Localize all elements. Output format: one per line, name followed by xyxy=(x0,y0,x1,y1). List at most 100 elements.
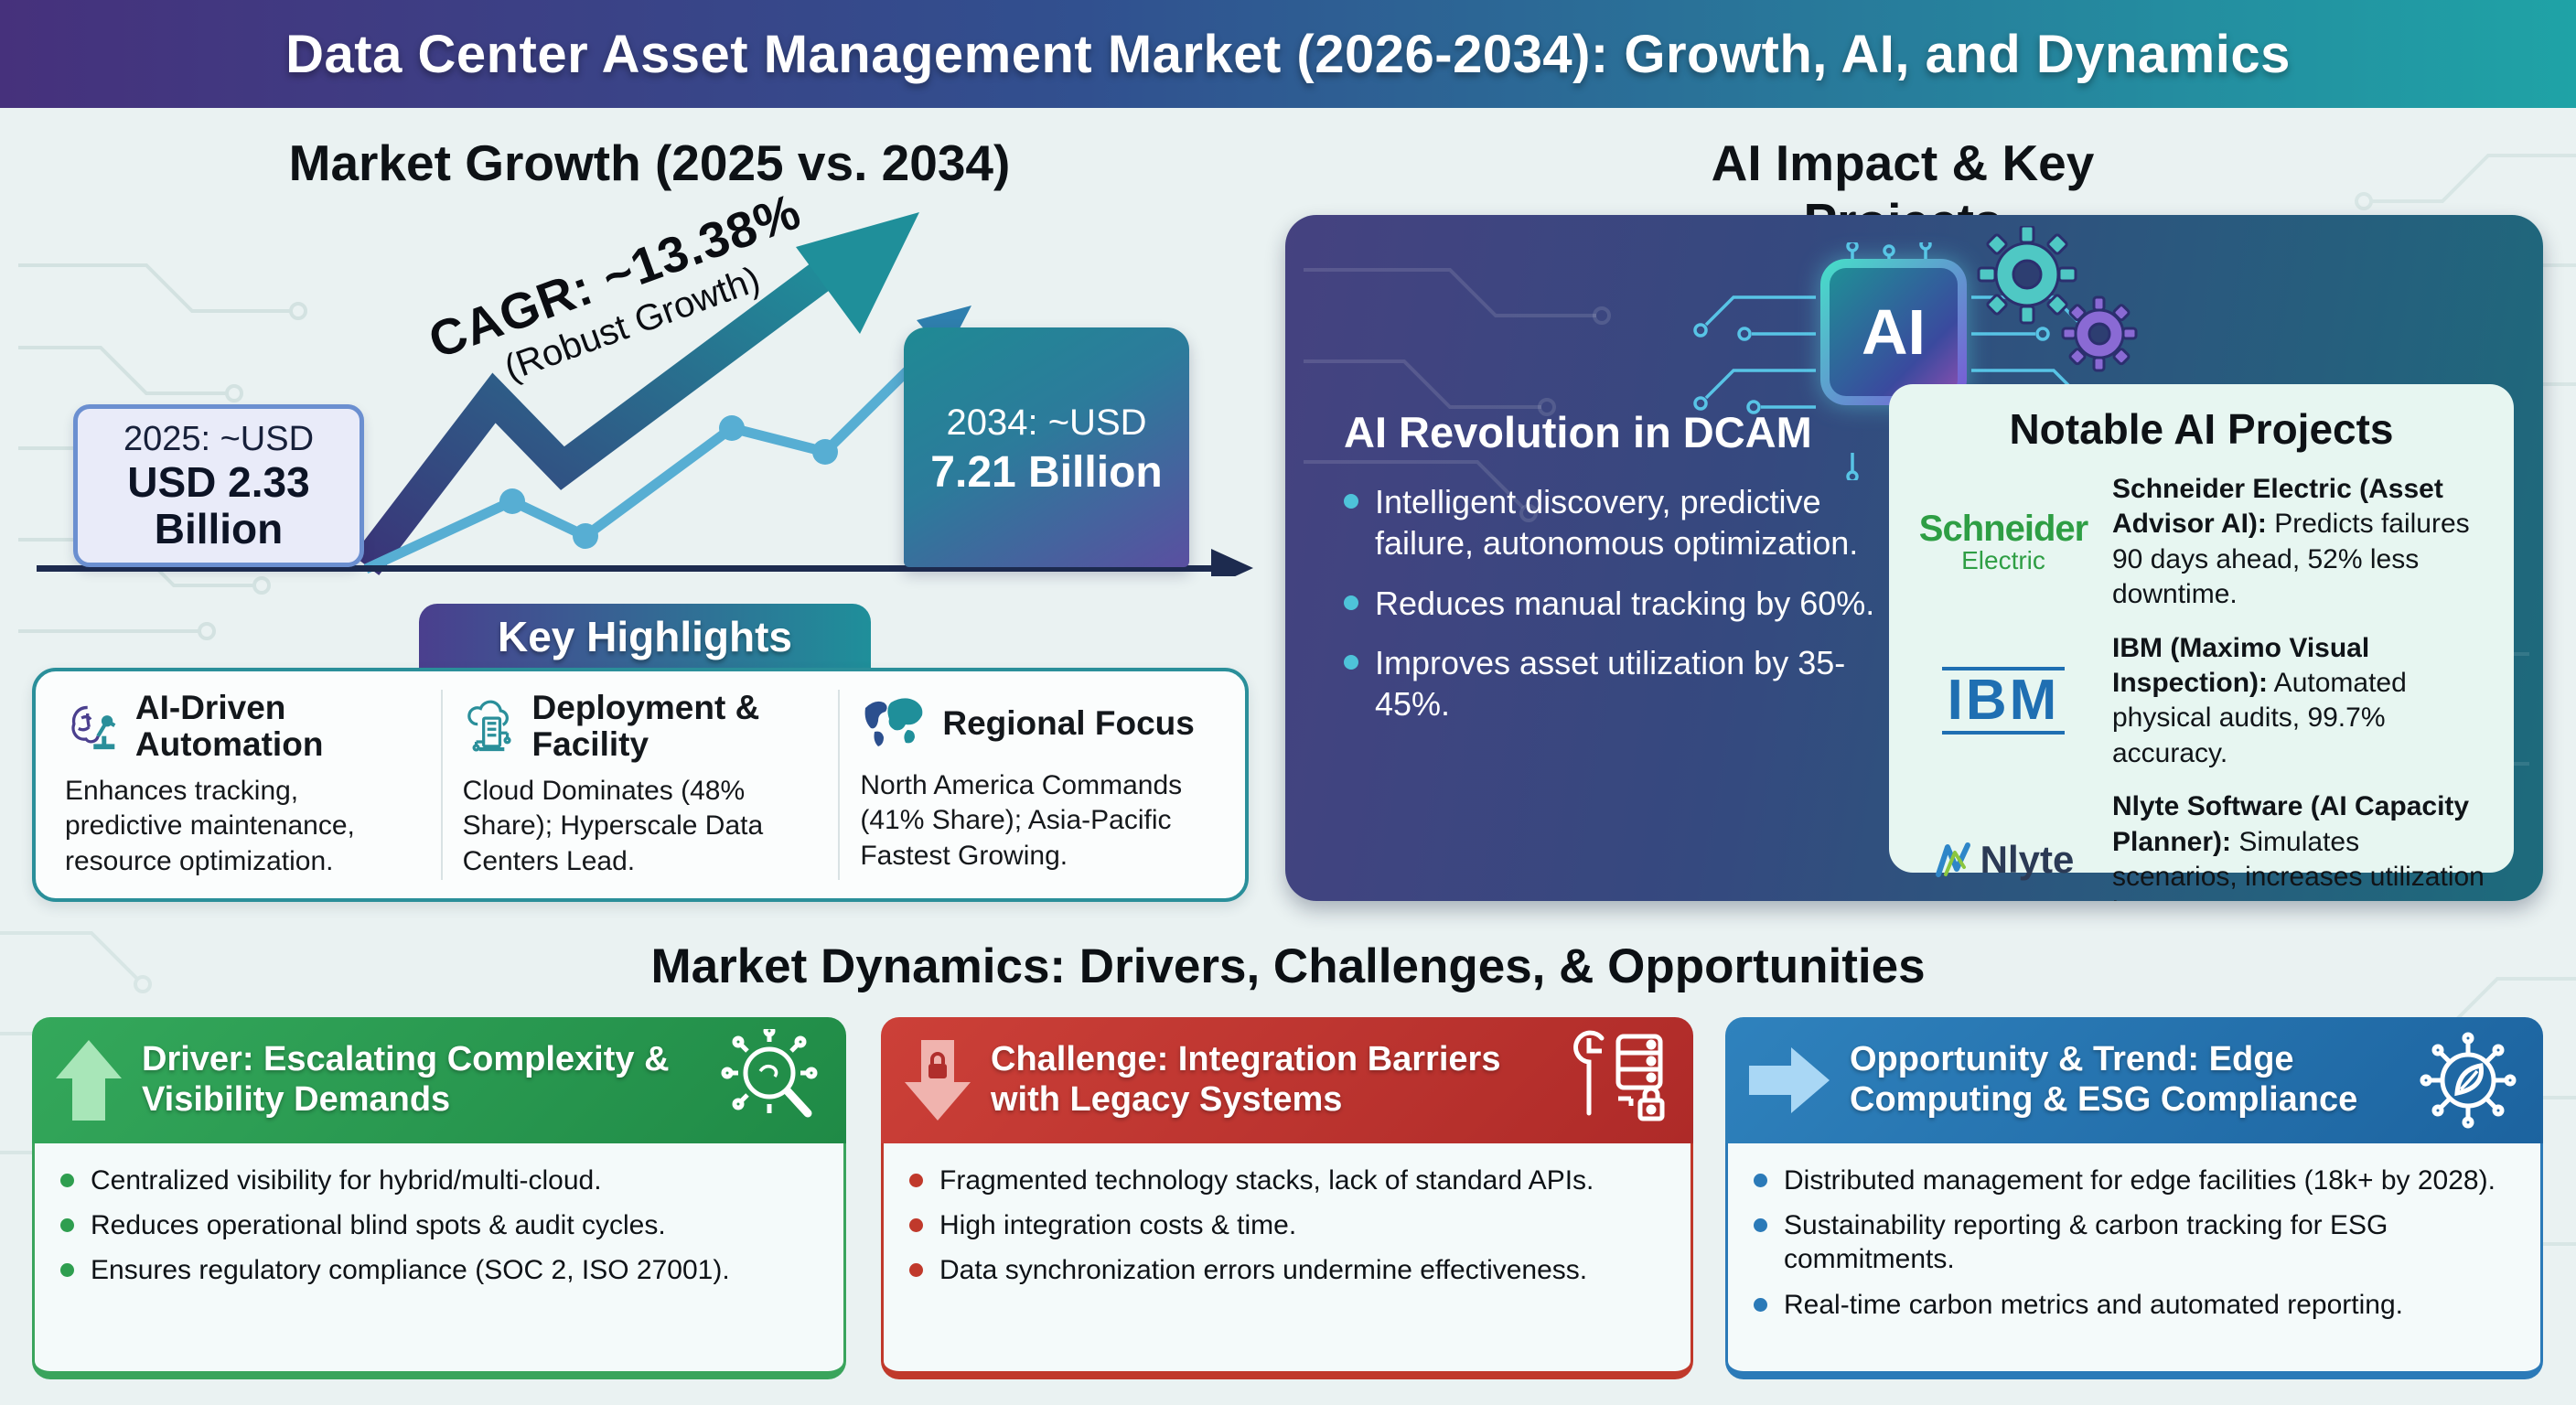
highlight-text: North America Commands (41% Share); Asia… xyxy=(860,770,1183,871)
x-axis-arrowhead xyxy=(1211,549,1253,576)
list-item: Centralized visibility for hybrid/multi-… xyxy=(60,1164,818,1197)
infographic-title: Data Center Asset Management Market (202… xyxy=(285,24,2291,84)
project-row-schneider: Schneider Electric Schneider Electric (A… xyxy=(1913,472,2490,613)
highlight-title: Regional Focus xyxy=(942,704,1195,743)
bullet-dot xyxy=(1344,595,1358,610)
zigzag-arrowhead xyxy=(796,212,919,334)
market-growth-chart: CAGR: ~13.38% (Robust Growth) 2025: ~USD… xyxy=(37,182,1253,576)
trend-points xyxy=(499,415,838,549)
growth-chart-graphic xyxy=(37,212,1253,576)
value-box-2025: 2025: ~USD USD 2.33 Billion xyxy=(73,404,364,567)
bullet-dot xyxy=(60,1218,74,1233)
project-desc: Automated physical audits, 99.7% accurac… xyxy=(2112,667,2407,768)
highlight-head: Deployment & Facility xyxy=(463,690,819,763)
project-name: IBM (Maximo Visual Inspection): xyxy=(2112,632,2370,698)
bullet-dot xyxy=(909,1218,923,1233)
list-item: Improves asset utilization by 35-45%. xyxy=(1344,642,1902,725)
project-name: Nlyte Software (AI Capacity Planner): xyxy=(2112,791,2470,857)
zigzag-arrow xyxy=(352,247,852,575)
challenge-card: Challenge: Integration Barriers with Leg… xyxy=(881,1017,1693,1379)
highlight-head: Regional Focus xyxy=(860,690,1216,757)
driver-card-title: Driver: Escalating Complexity & Visibili… xyxy=(142,1040,670,1119)
card-bullet-text: High integration costs & time. xyxy=(939,1210,1297,1241)
bullet-dot xyxy=(1754,1297,1767,1312)
key-highlights-banner: Key Highlights xyxy=(419,604,871,670)
opportunity-card-title: Opportunity & Trend: Edge Computing & ES… xyxy=(1850,1040,2358,1119)
market-dynamics-heading: Market Dynamics: Drivers, Challenges, & … xyxy=(650,939,1926,993)
highlight-title: AI-Driven Automation xyxy=(134,689,324,763)
bullet-dot xyxy=(1344,655,1358,670)
highlight-head: AI-Driven Automation xyxy=(65,690,421,763)
list-item: Real-time carbon metrics and automated r… xyxy=(1754,1288,2515,1322)
opportunity-card: Opportunity & Trend: Edge Computing & ES… xyxy=(1725,1017,2543,1379)
project-description: Schneider Electric (Asset Advisor AI): P… xyxy=(2112,472,2490,613)
leaf-network-icon xyxy=(2420,1032,2517,1129)
highlight-item-ai-automation: AI-Driven Automation Enhances tracking, … xyxy=(45,690,441,880)
bullet-dot xyxy=(909,1263,923,1278)
highlight-item-regional-focus: Regional Focus North America Commands (4… xyxy=(838,690,1236,880)
list-item: Reduces operational blind spots & audit … xyxy=(60,1208,818,1242)
logo-text: Electric xyxy=(1961,546,2045,575)
driver-card-body: Centralized visibility for hybrid/multi-… xyxy=(32,1143,846,1379)
bullet-dot xyxy=(60,1263,74,1278)
ai-chip-label: AI xyxy=(1830,268,1958,396)
brain-robot-arm-icon xyxy=(71,705,116,750)
bullet-dot xyxy=(1754,1218,1767,1233)
card-bullet-text: Data synchronization errors undermine ef… xyxy=(939,1255,1588,1286)
card-bullet-text: Real-time carbon metrics and automated r… xyxy=(1784,1289,2403,1320)
cloud-facility-icon xyxy=(467,700,511,752)
card-bullet-text: Centralized visibility for hybrid/multi-… xyxy=(91,1165,602,1196)
schneider-electric-logo: Schneider Electric xyxy=(1913,509,2094,575)
driver-card-header: Driver: Escalating Complexity & Visibili… xyxy=(32,1017,846,1143)
project-desc: Predicts failures 90 days ahead, 52% les… xyxy=(2112,509,2470,610)
card-bullet-text: Reduces operational blind spots & audit … xyxy=(91,1210,666,1241)
gears-icon xyxy=(1977,226,2138,372)
challenge-card-header: Challenge: Integration Barriers with Leg… xyxy=(881,1017,1693,1143)
value-2034-amount: 7.21 Billion xyxy=(930,448,1163,497)
network-magnifier-icon xyxy=(721,1029,818,1118)
key-highlights-panel: AI-Driven Automation Enhances tracking, … xyxy=(32,668,1249,902)
value-2025-label: 2025: ~USD xyxy=(123,419,315,458)
bullet-dot xyxy=(909,1174,923,1187)
wrench-server-lock-icon xyxy=(1573,1030,1665,1121)
logo-text: Schneider xyxy=(1918,509,2088,550)
nlyte-mark-icon xyxy=(1935,842,1970,877)
card-bullet-text: Fragmented technology stacks, lack of st… xyxy=(939,1165,1594,1196)
ai-bullet-text: Reduces manual tracking by 60%. xyxy=(1375,584,1875,622)
list-item: Sustainability reporting & carbon tracki… xyxy=(1754,1208,2515,1276)
value-box-2034: 2034: ~USD 7.21 Billion xyxy=(904,327,1189,567)
logo-text: Nlyte xyxy=(1980,837,2075,881)
value-2034-label: 2034: ~USD xyxy=(946,402,1147,443)
right-arrow-icon xyxy=(1749,1047,1830,1113)
ai-panel: AI xyxy=(1285,215,2543,901)
challenge-card-body: Fragmented technology stacks, lack of st… xyxy=(881,1143,1693,1379)
down-arrow-lock-icon xyxy=(905,1040,971,1121)
notable-projects-panel: Notable AI Projects Schneider Electric S… xyxy=(1889,384,2514,901)
card-bullet-text: Distributed management for edge faciliti… xyxy=(1784,1165,2496,1196)
list-item: Intelligent discovery, predictive failur… xyxy=(1344,481,1902,564)
ai-revolution-block: AI Revolution in DCAM Intelligent discov… xyxy=(1344,407,1902,744)
world-map-icon xyxy=(864,698,923,746)
opportunity-card-body: Distributed management for edge faciliti… xyxy=(1725,1143,2543,1379)
project-description: IBM (Maximo Visual Inspection): Automate… xyxy=(2112,631,2490,772)
project-description: Nlyte Software (AI Capacity Planner): Si… xyxy=(2112,789,2490,901)
header-bar: Data Center Asset Management Market (202… xyxy=(0,0,2576,108)
driver-card: Driver: Escalating Complexity & Visibili… xyxy=(32,1017,846,1379)
bullet-dot xyxy=(60,1174,74,1187)
logo-text: IBM xyxy=(1941,667,2066,735)
project-row-nlyte: Nlyte Nlyte Software (AI Capacity Planne… xyxy=(1913,789,2490,901)
list-item: Reduces manual tracking by 60%. xyxy=(1344,583,1902,624)
bullet-dot xyxy=(1754,1174,1767,1187)
market-growth-heading: Market Growth (2025 vs. 2034) xyxy=(288,134,1011,191)
card-bullet-text: Ensures regulatory compliance (SOC 2, IS… xyxy=(91,1255,730,1286)
ai-bullet-text: Intelligent discovery, predictive failur… xyxy=(1375,483,1859,563)
project-desc: Simulates scenarios, increases utilizati… xyxy=(2112,826,2485,901)
project-row-ibm: IBM IBM (Maximo Visual Inspection): Auto… xyxy=(1913,631,2490,772)
bullet-dot xyxy=(1344,494,1358,509)
list-item: Distributed management for edge faciliti… xyxy=(1754,1164,2515,1197)
list-item: Data synchronization errors undermine ef… xyxy=(909,1253,1665,1287)
notable-projects-title: Notable AI Projects xyxy=(2009,405,2394,453)
ai-revolution-title: AI Revolution in DCAM xyxy=(1344,408,1812,456)
highlight-item-deployment-facility: Deployment & Facility Cloud Dominates (4… xyxy=(440,690,839,880)
